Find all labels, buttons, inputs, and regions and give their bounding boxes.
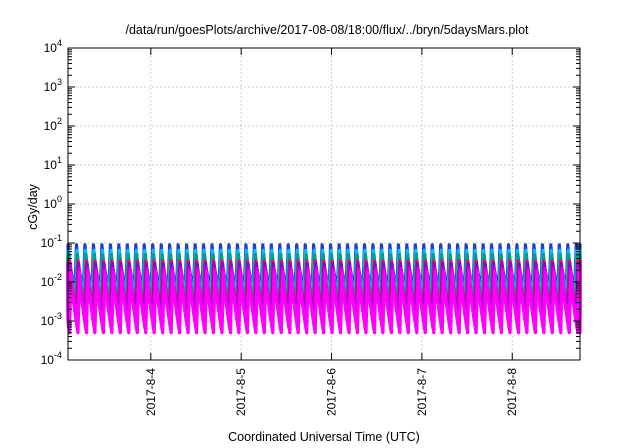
y-tick-label: 104 xyxy=(44,38,62,55)
y-tick-label: 10-1 xyxy=(41,233,62,250)
x-tick-label: 2017-8-5 xyxy=(234,368,248,416)
x-tick-labels: 2017-8-4 2017-8-5 2017-8-6 2017-8-7 2017-8-8 xyxy=(144,368,519,416)
x-axis-label: Coordinated Universal Time (UTC) xyxy=(228,430,420,444)
y-tick-label: 103 xyxy=(44,77,62,94)
y-tick-label: 10-3 xyxy=(41,311,62,328)
y-tick-label: 10-2 xyxy=(41,272,62,289)
x-tick-label: 2017-8-7 xyxy=(415,368,429,416)
x-tick-label: 2017-8-6 xyxy=(325,368,339,416)
x-tick-label: 2017-8-8 xyxy=(505,368,519,416)
y-tick-labels: 10-4 10-3 10-2 10-1 100 101 102 103 104 xyxy=(41,38,62,367)
y-tick-label: 101 xyxy=(44,155,62,172)
y-tick-label: 102 xyxy=(44,116,62,133)
data-series xyxy=(66,243,582,335)
series-line xyxy=(66,270,582,335)
x-tick-label: 2017-8-4 xyxy=(144,368,158,416)
chart-title: /data/run/goesPlots/archive/2017-08-08/1… xyxy=(125,23,529,37)
axis-ticks xyxy=(68,47,580,361)
y-tick-label: 100 xyxy=(44,194,62,211)
y-tick-label: 10-4 xyxy=(41,350,62,367)
y-axis-label: cGy/day xyxy=(26,183,40,230)
